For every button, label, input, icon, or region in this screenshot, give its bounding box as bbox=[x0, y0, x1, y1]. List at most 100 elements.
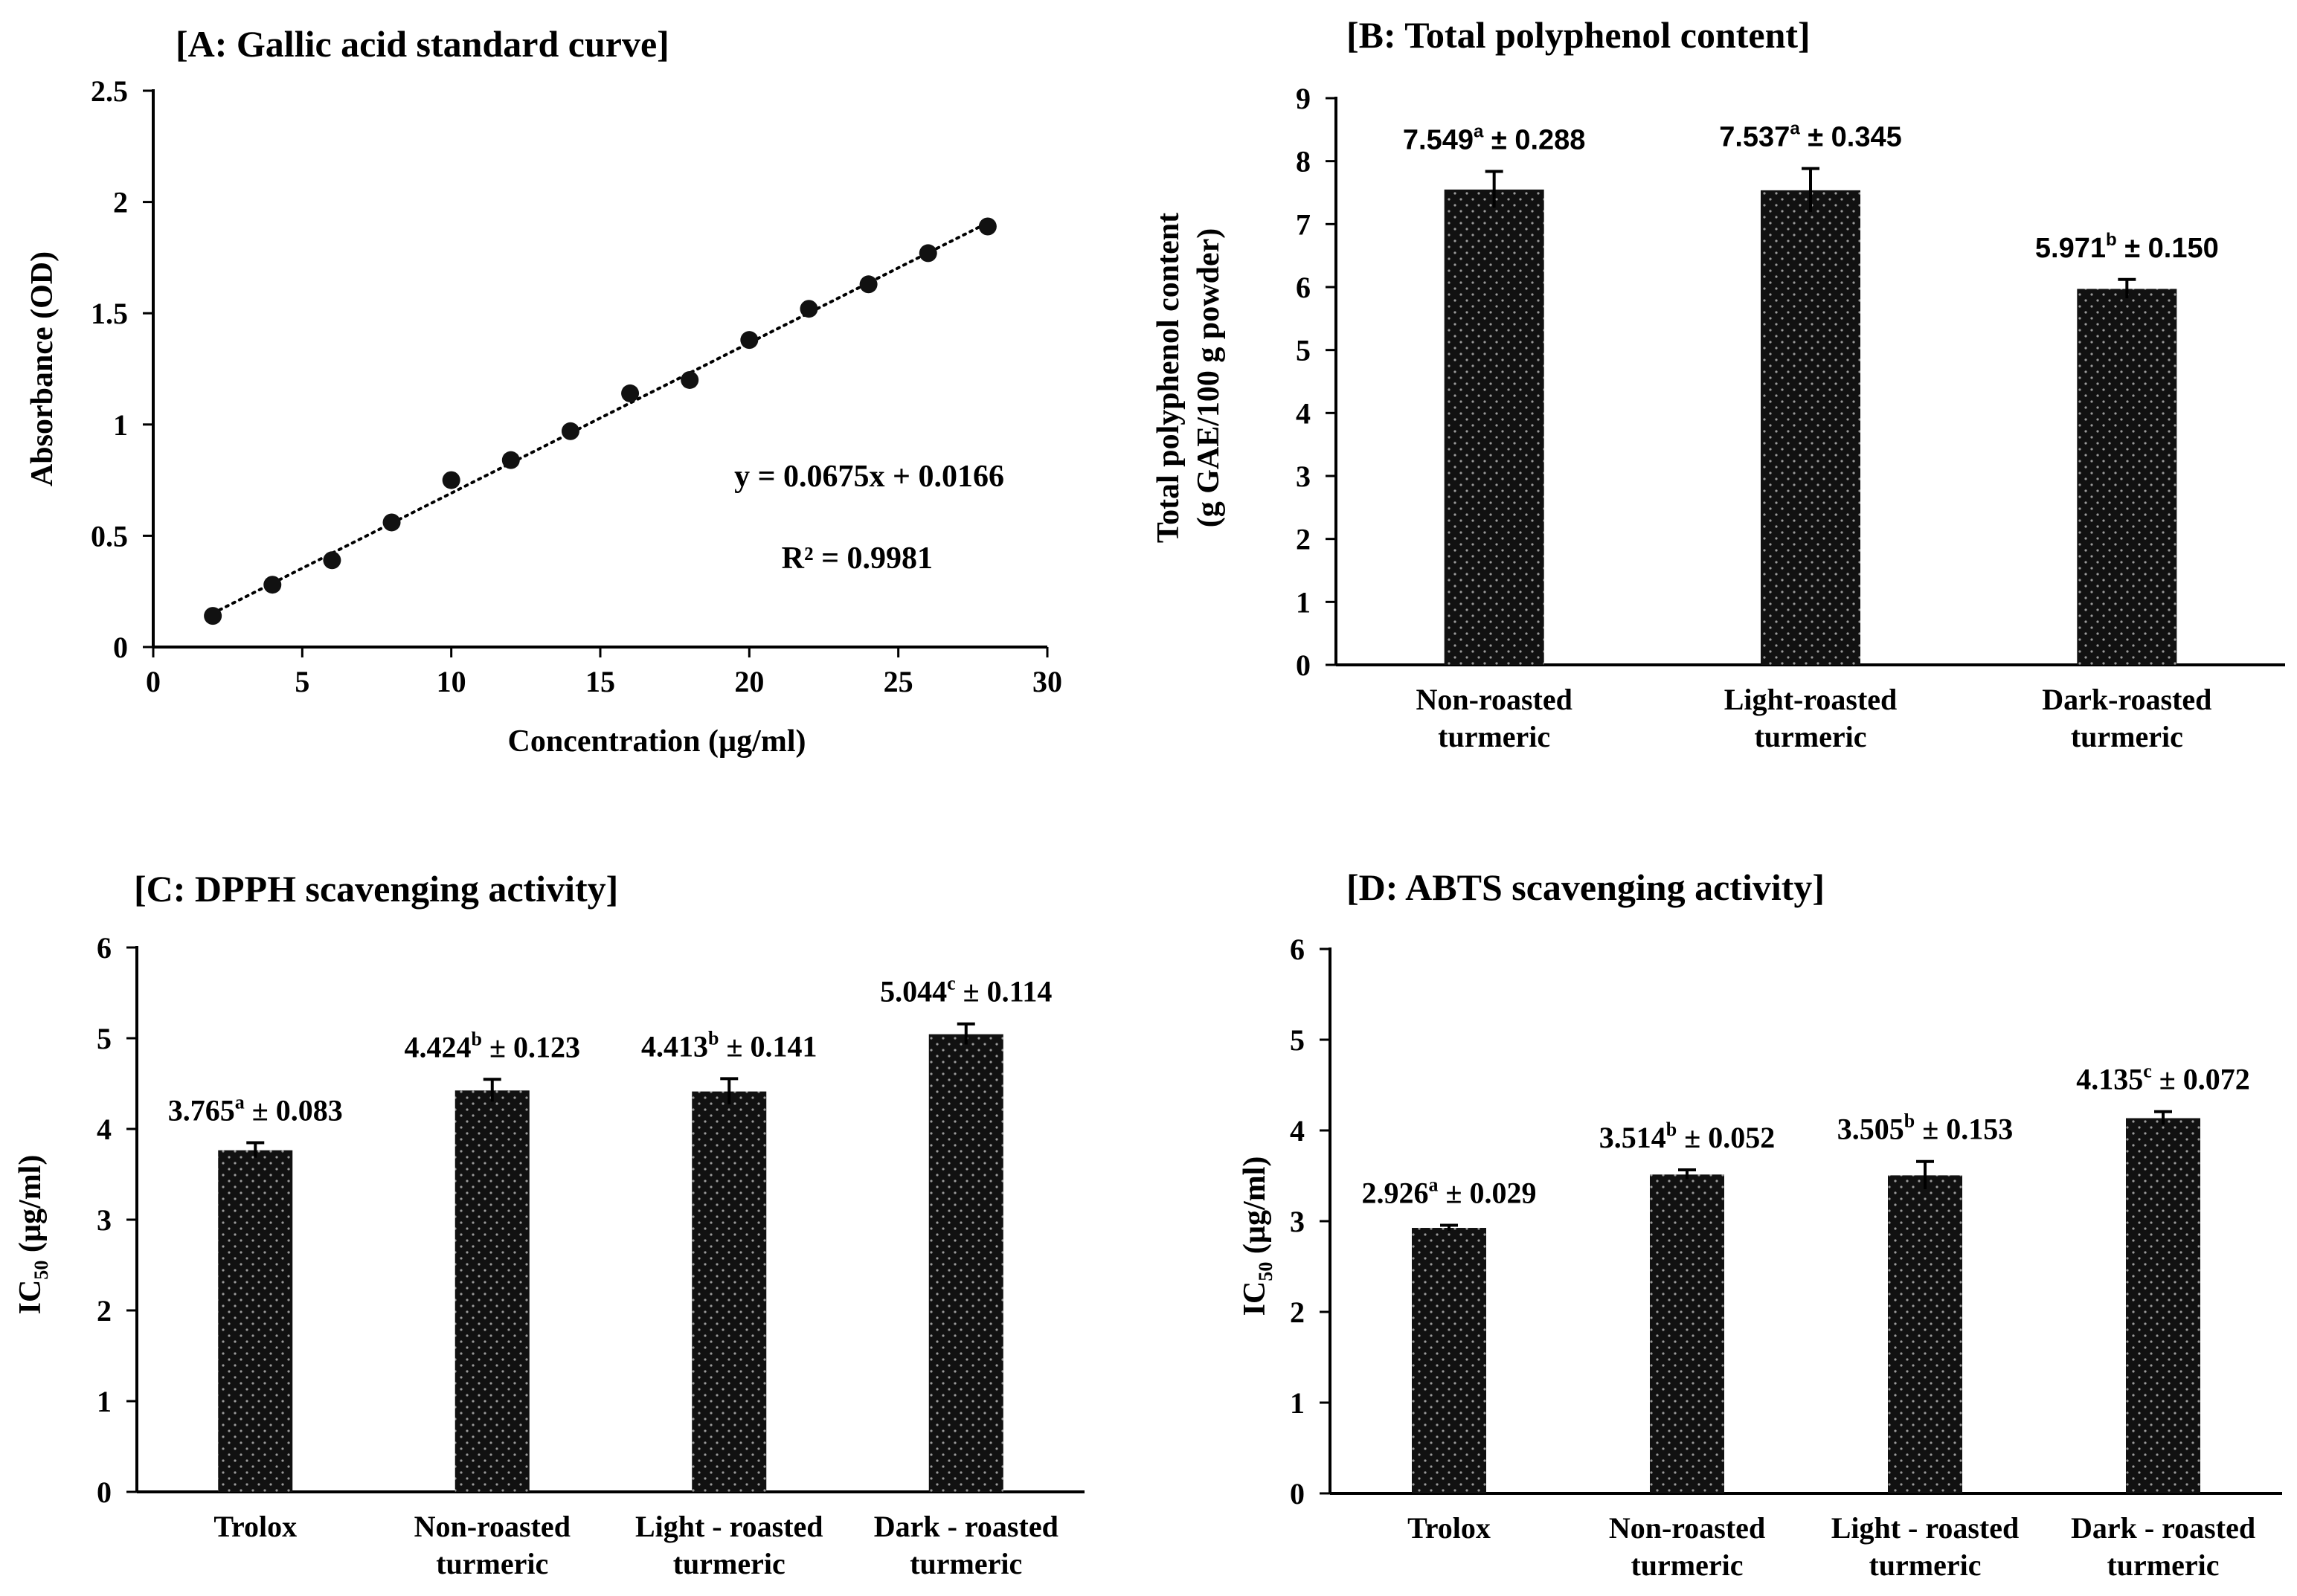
y-tick-label-C: 2 bbox=[97, 1294, 112, 1328]
data-label-value: 7.549 bbox=[1403, 124, 1474, 155]
y-tick-label-B: 7 bbox=[1296, 207, 1311, 241]
y-tick-label-C: 6 bbox=[97, 931, 112, 965]
y-tick-label-A: 1 bbox=[113, 408, 128, 442]
x-tick-label-A: 0 bbox=[146, 665, 161, 698]
category-label-B: turmeric bbox=[1438, 720, 1550, 753]
y-axis-title-main: IC bbox=[13, 1280, 48, 1315]
data-label-error: ± 0.345 bbox=[1800, 122, 1902, 153]
y-tick-label-A: 2 bbox=[113, 186, 128, 219]
bar-C bbox=[692, 1091, 767, 1492]
y-tick-label-B: 8 bbox=[1296, 145, 1311, 178]
x-tick-label-A: 20 bbox=[734, 665, 764, 698]
data-label-letter: a bbox=[1429, 1174, 1439, 1195]
data-point-A bbox=[382, 513, 401, 532]
data-label-value: 4.135 bbox=[2076, 1063, 2143, 1096]
category-label-C: Light - roasted bbox=[635, 1510, 823, 1543]
category-label-C: Trolox bbox=[213, 1510, 297, 1543]
y-axis-title-rest: (µg/ml) bbox=[13, 1155, 48, 1261]
bar-D bbox=[1412, 1228, 1486, 1493]
category-label-D: Dark - roasted bbox=[2071, 1511, 2255, 1545]
data-label-C: 4.413b ± 0.141 bbox=[641, 1027, 817, 1063]
y-tick-label-A: 1.5 bbox=[91, 297, 128, 330]
bar-C bbox=[454, 1090, 530, 1492]
data-label-letter: b bbox=[472, 1028, 482, 1049]
bar-B bbox=[2077, 289, 2177, 665]
category-label-D: Trolox bbox=[1407, 1511, 1491, 1545]
data-label-value: 2.926 bbox=[1362, 1176, 1429, 1209]
category-label-D: turmeric bbox=[1631, 1548, 1743, 1582]
y-tick-label-C: 0 bbox=[97, 1476, 112, 1509]
category-label-D: Non-roasted bbox=[1609, 1511, 1765, 1545]
data-label-C: 3.765a ± 0.083 bbox=[168, 1092, 343, 1127]
data-label-letter: b bbox=[2106, 230, 2117, 250]
data-label-D: 3.514b ± 0.052 bbox=[1599, 1119, 1775, 1154]
y-tick-label-D: 5 bbox=[1290, 1023, 1305, 1057]
data-point-A bbox=[740, 331, 759, 350]
y-tick-label-D: 4 bbox=[1290, 1114, 1305, 1148]
y-tick-label-C: 3 bbox=[97, 1203, 112, 1237]
chart-title-A: [A: Gallic acid standard curve] bbox=[176, 23, 669, 65]
y-axis-title-sub: 50 bbox=[1255, 1262, 1276, 1281]
category-label-C: Dark - roasted bbox=[874, 1510, 1058, 1543]
data-label-B: 7.549a ± 0.288 bbox=[1403, 121, 1586, 155]
data-point-A bbox=[800, 300, 818, 318]
data-label-letter: a bbox=[235, 1092, 245, 1113]
category-label-B: turmeric bbox=[2071, 720, 2183, 753]
category-label-C: turmeric bbox=[436, 1547, 548, 1580]
data-label-value: 4.413 bbox=[641, 1029, 708, 1063]
data-label-error: ± 0.072 bbox=[2152, 1063, 2250, 1096]
data-point-A bbox=[681, 370, 699, 389]
data-label-letter: b bbox=[1666, 1119, 1677, 1140]
chart-title-B: [B: Total polyphenol content] bbox=[1346, 14, 1811, 56]
y-tick-label-A: 0 bbox=[113, 631, 128, 664]
data-label-D: 3.505b ± 0.153 bbox=[1837, 1110, 2013, 1146]
data-label-D: 4.135c ± 0.072 bbox=[2076, 1061, 2250, 1096]
bar-D bbox=[1650, 1174, 1724, 1493]
category-label-C: turmeric bbox=[673, 1547, 786, 1580]
y-tick-label-B: 3 bbox=[1296, 460, 1311, 493]
data-point-A bbox=[919, 244, 937, 263]
y-tick-label-A: 2.5 bbox=[91, 74, 128, 108]
data-label-value: 4.424 bbox=[405, 1030, 472, 1064]
data-label-error: ± 0.083 bbox=[245, 1094, 343, 1127]
y-tick-label-D: 2 bbox=[1290, 1296, 1305, 1329]
x-tick-label-A: 15 bbox=[585, 665, 615, 698]
trendline-equation: y = 0.0675x + 0.0166 bbox=[734, 460, 1004, 494]
r-squared-label: R² = 0.9981 bbox=[782, 541, 933, 576]
data-label-letter: c bbox=[947, 973, 956, 994]
data-point-A bbox=[442, 471, 460, 489]
data-label-letter: a bbox=[1790, 119, 1800, 139]
data-label-C: 5.044c ± 0.114 bbox=[880, 973, 1052, 1008]
x-tick-label-A: 30 bbox=[1032, 665, 1062, 698]
bar-D bbox=[2126, 1118, 2200, 1493]
data-label-error: ± 0.114 bbox=[956, 975, 1053, 1008]
y-axis-title-D: IC50 (µg/ml) bbox=[1238, 1156, 1276, 1316]
chart-title-D: [D: ABTS scavenging activity] bbox=[1346, 866, 1825, 908]
category-label-B: Non-roasted bbox=[1416, 683, 1572, 716]
data-label-error: ± 0.052 bbox=[1677, 1121, 1775, 1154]
y-tick-label-B: 4 bbox=[1296, 396, 1311, 430]
y-tick-label-C: 5 bbox=[97, 1022, 112, 1055]
category-label-B: Dark-roasted bbox=[2042, 683, 2211, 716]
data-point-A bbox=[978, 217, 997, 236]
x-axis-title-A: Concentration (µg/ml) bbox=[508, 724, 806, 759]
trendline-A bbox=[211, 221, 989, 615]
category-label-B: turmeric bbox=[1754, 720, 1866, 753]
y-tick-label-D: 1 bbox=[1290, 1386, 1305, 1420]
y-tick-label-B: 9 bbox=[1296, 82, 1311, 115]
data-label-B: 5.971b ± 0.150 bbox=[2035, 230, 2219, 264]
y-axis-title-A: Absorbance (OD) bbox=[25, 251, 60, 486]
x-tick-label-A: 25 bbox=[884, 665, 913, 698]
data-label-C: 4.424b ± 0.123 bbox=[405, 1028, 580, 1064]
data-label-letter: c bbox=[2143, 1061, 2152, 1082]
category-label-B: Light-roasted bbox=[1724, 683, 1898, 716]
chart-title-C: [C: DPPH scavenging activity] bbox=[134, 868, 618, 910]
y-axis-title-main: IC bbox=[1238, 1281, 1272, 1316]
data-label-letter: a bbox=[1474, 121, 1484, 141]
y-tick-label-B: 2 bbox=[1296, 523, 1311, 556]
y-tick-label-D: 6 bbox=[1290, 933, 1305, 966]
data-label-error: ± 0.141 bbox=[719, 1029, 817, 1063]
data-point-A bbox=[204, 607, 222, 625]
data-label-value: 5.044 bbox=[880, 975, 947, 1008]
data-label-D: 2.926a ± 0.029 bbox=[1362, 1174, 1537, 1209]
